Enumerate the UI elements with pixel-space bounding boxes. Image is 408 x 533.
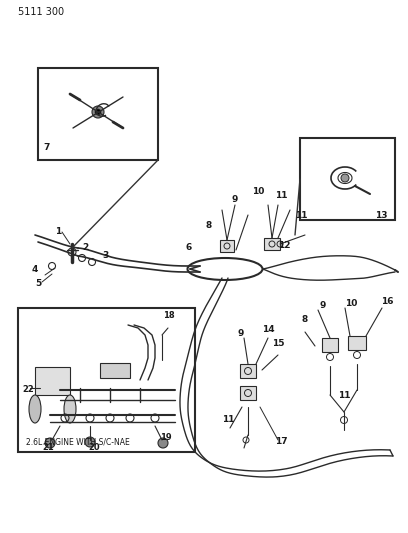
Text: 8: 8 — [205, 221, 211, 230]
Text: 9: 9 — [320, 301, 326, 310]
Bar — [100, 363, 130, 378]
Text: 9: 9 — [232, 196, 238, 205]
Bar — [322, 338, 338, 352]
Text: 19: 19 — [160, 433, 172, 442]
Bar — [240, 364, 256, 378]
Text: 9: 9 — [237, 328, 244, 337]
Text: 16: 16 — [381, 297, 393, 306]
Bar — [240, 386, 256, 400]
Text: 11: 11 — [275, 190, 288, 199]
Ellipse shape — [64, 395, 76, 423]
Bar — [35, 367, 70, 395]
Text: 11: 11 — [338, 391, 350, 400]
Text: 1: 1 — [55, 228, 61, 237]
Text: 5: 5 — [35, 279, 41, 287]
Text: 3: 3 — [102, 251, 108, 260]
Text: 11: 11 — [222, 416, 235, 424]
Circle shape — [95, 109, 101, 115]
Text: 5111 300: 5111 300 — [18, 7, 64, 17]
Bar — [38, 68, 158, 160]
Text: 12: 12 — [278, 240, 290, 249]
Text: 10: 10 — [345, 298, 357, 308]
Text: 18: 18 — [163, 311, 175, 319]
Text: 22: 22 — [22, 385, 34, 394]
Bar — [264, 238, 280, 250]
Bar — [18, 308, 195, 452]
Circle shape — [45, 438, 55, 448]
Text: 14: 14 — [262, 326, 275, 335]
Text: 15: 15 — [272, 340, 284, 349]
Text: 10: 10 — [252, 188, 264, 197]
Ellipse shape — [29, 395, 41, 423]
Text: 11: 11 — [295, 211, 308, 220]
Text: 4: 4 — [32, 265, 38, 274]
Text: 17: 17 — [275, 438, 288, 447]
Circle shape — [158, 438, 168, 448]
Circle shape — [92, 106, 104, 118]
Text: 8: 8 — [302, 316, 308, 325]
Circle shape — [85, 437, 95, 447]
Text: 2.6L ENGINE WITH S/C-NAE: 2.6L ENGINE WITH S/C-NAE — [26, 438, 130, 447]
Bar — [300, 138, 395, 220]
Text: 20: 20 — [88, 443, 100, 453]
Text: 13: 13 — [375, 211, 388, 220]
Text: 6: 6 — [185, 244, 191, 253]
Text: 21: 21 — [42, 442, 54, 451]
Text: 2: 2 — [82, 244, 88, 253]
Bar — [348, 336, 366, 350]
Bar — [220, 240, 234, 252]
Circle shape — [341, 174, 349, 182]
Text: 7: 7 — [43, 143, 49, 152]
